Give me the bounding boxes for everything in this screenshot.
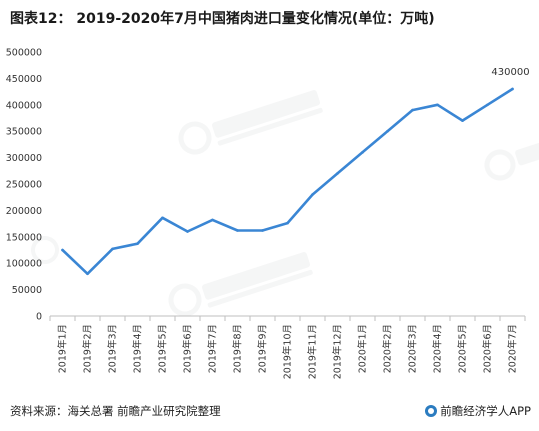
- x-tick-label: 2019年2月: [82, 324, 94, 373]
- data-point: [61, 248, 64, 252]
- data-point: [411, 108, 414, 112]
- data-point: [511, 87, 514, 91]
- series-line-group: [61, 87, 514, 276]
- watermark: [31, 90, 539, 317]
- y-tick-label: 300000: [6, 153, 42, 164]
- footer-brand-label: 前瞻经济学人APP: [440, 404, 531, 418]
- y-tick-label: 250000: [6, 180, 42, 191]
- data-point: [361, 151, 364, 154]
- footer-source: 资料来源：海关总署 前瞻产业研究院整理: [10, 404, 221, 418]
- data-point: [111, 247, 114, 251]
- x-tick-label: 2019年5月: [157, 324, 169, 373]
- x-tick-label: 2019年8月: [232, 324, 244, 373]
- data-point: [261, 229, 264, 232]
- data-point: [486, 103, 489, 107]
- y-tick-label: 100000: [6, 259, 42, 270]
- x-tick-label: 2019年11月: [307, 324, 319, 379]
- y-tick-label: 500000: [6, 48, 42, 59]
- data-point: [186, 230, 189, 233]
- x-tick-label: 2020年4月: [432, 324, 444, 373]
- data-label: 430000: [491, 67, 529, 78]
- x-tick-label: 2019年3月: [107, 324, 119, 373]
- data-point: [86, 272, 89, 276]
- data-point: [386, 129, 389, 133]
- y-tick-label: 400000: [6, 100, 42, 111]
- data-point: [286, 221, 289, 225]
- x-tick-label: 2019年7月: [207, 324, 219, 373]
- x-tick-label: 2019年4月: [132, 324, 144, 373]
- series-line: [61, 87, 514, 276]
- y-tick-label: 200000: [6, 206, 42, 217]
- qianzhan-logo-icon: [425, 405, 438, 417]
- x-tick-label: 2020年1月: [357, 324, 369, 373]
- y-tick-label: 450000: [6, 74, 42, 85]
- y-tick-label: 50000: [12, 285, 42, 296]
- x-tick-label: 2019年6月: [182, 324, 194, 373]
- x-axis-ticks: 2019年1月 2019年2月 2019年3月 2019年4月 2019年5月 2019年…: [49, 316, 526, 379]
- data-point: [236, 229, 239, 232]
- data-point: [161, 216, 164, 220]
- x-tick-label: 2020年3月: [407, 324, 419, 373]
- y-tick-label: 0: [36, 312, 42, 323]
- data-point: [211, 218, 214, 222]
- data-labels: 430000: [491, 67, 529, 78]
- x-tick-label: 2020年2月: [382, 324, 394, 373]
- x-tick-label: 2019年9月: [257, 324, 269, 373]
- y-tick-label: 150000: [6, 232, 42, 243]
- x-tick-label: 2020年7月: [507, 324, 519, 373]
- y-axis-ticks: 0 50000 100000 150000 200000 250000 300000 3500…: [6, 48, 42, 323]
- data-point: [136, 242, 139, 245]
- y-tick-label: 350000: [6, 127, 42, 138]
- x-tick-label: 2019年12月: [332, 324, 344, 379]
- x-tick-label: 2019年10月: [282, 324, 294, 379]
- data-point: [461, 119, 464, 122]
- x-tick-label: 2020年5月: [457, 324, 469, 373]
- x-tick-label: 2019年1月: [57, 324, 69, 373]
- data-point: [311, 193, 314, 196]
- data-point: [436, 103, 439, 107]
- x-tick-label: 2020年6月: [482, 324, 494, 373]
- chart-title: 图表12： 2019-2020年7月中国猪肉进口量变化情况(单位：万吨): [10, 11, 435, 27]
- data-point: [336, 172, 339, 175]
- footer-brand: 前瞻经济学人APP: [425, 403, 531, 419]
